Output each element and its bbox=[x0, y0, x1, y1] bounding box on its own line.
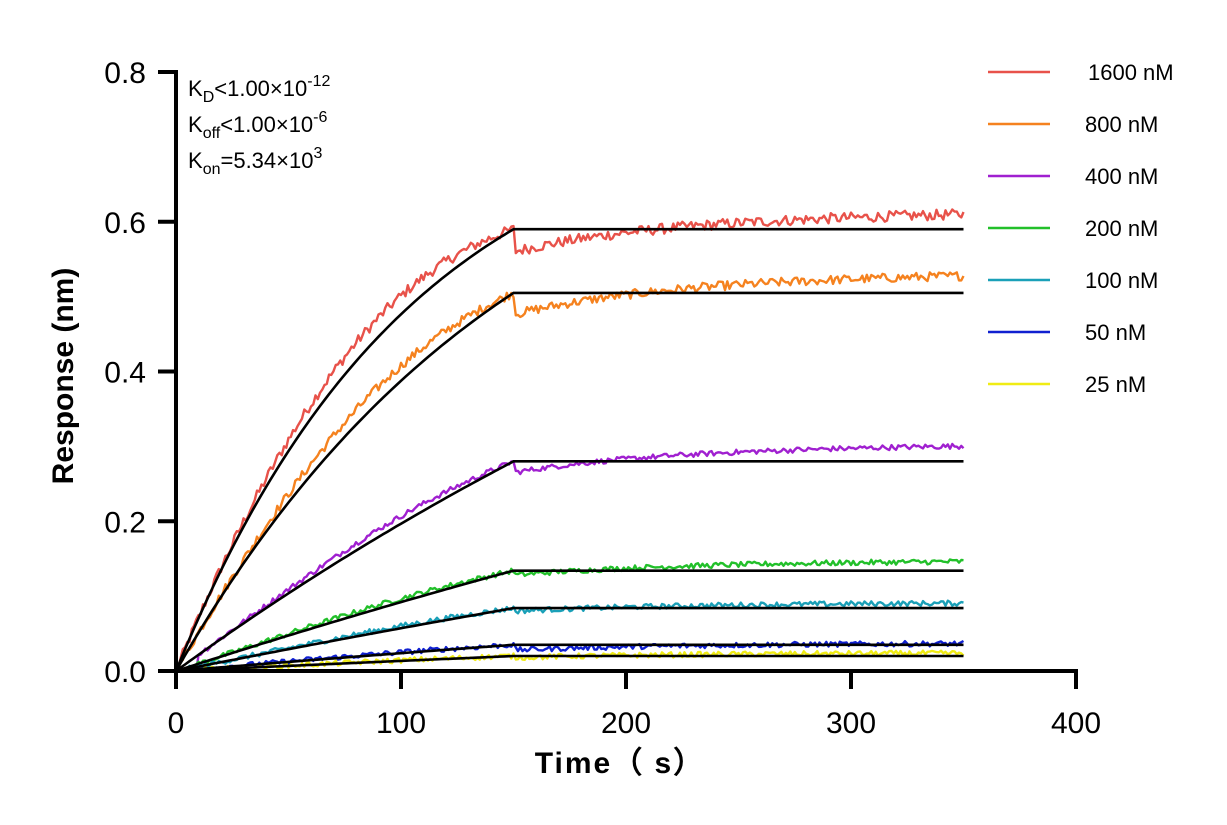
x-axis-title: Time（ s） bbox=[535, 746, 706, 780]
fit-line-2 bbox=[175, 460, 964, 673]
kd-annotation: KD<1.00×10-12 bbox=[188, 73, 330, 106]
legend-label-2: 400 nM bbox=[1085, 164, 1158, 189]
legend-label-3: 200 nM bbox=[1085, 216, 1158, 241]
y-tick-label-1: 0.2 bbox=[104, 506, 146, 539]
y-tick-label-3: 0.6 bbox=[104, 207, 146, 240]
legend-label-1: 800 nM bbox=[1085, 112, 1158, 137]
fit-lines-layer bbox=[174, 227, 964, 673]
legend: 1600 nM 800 nM 400 nM 200 nM 100 nM 50 nM 25 n… bbox=[988, 60, 1174, 397]
x-tick-label-4: 400 bbox=[1051, 707, 1101, 740]
series-line-5 bbox=[175, 639, 965, 673]
series-line-3 bbox=[176, 558, 964, 673]
x-tick-label-2: 200 bbox=[601, 707, 651, 740]
fit-line-1 bbox=[174, 291, 964, 672]
fit-line-5 bbox=[175, 643, 964, 673]
y-tick-label-0: 0.0 bbox=[104, 656, 146, 689]
fit-line-0 bbox=[174, 227, 964, 672]
y-tick-label-2: 0.4 bbox=[104, 357, 146, 390]
series-line-0 bbox=[175, 208, 965, 671]
y-axis-title: Response (nm) bbox=[47, 268, 80, 485]
koff-annotation: Koff<1.00×10-6 bbox=[188, 109, 328, 142]
legend-label-0: 1600 nM bbox=[1088, 60, 1174, 85]
fit-line-4 bbox=[175, 606, 964, 673]
x-tick-label-1: 100 bbox=[376, 707, 426, 740]
fit-line-6 bbox=[175, 654, 964, 673]
ticks-layer: 0 100 200 300 400 0.0 0.2 0.4 0.6 0.8 bbox=[104, 57, 1101, 740]
x-tick-label-3: 300 bbox=[826, 707, 876, 740]
legend-label-6: 25 nM bbox=[1085, 372, 1146, 397]
kinetic-constants: KD<1.00×10-12 Koff<1.00×10-6 Kon=5.34×10… bbox=[188, 73, 330, 178]
kon-annotation: Kon=5.34×103 bbox=[188, 145, 322, 178]
legend-label-5: 50 nM bbox=[1085, 320, 1146, 345]
legend-label-4: 100 nM bbox=[1085, 268, 1158, 293]
series-line-1 bbox=[176, 271, 965, 673]
y-tick-label-4: 0.8 bbox=[104, 57, 146, 90]
x-tick-label-0: 0 bbox=[168, 707, 185, 740]
fit-line-3 bbox=[175, 569, 964, 673]
curves-layer bbox=[175, 208, 965, 673]
series-line-2 bbox=[176, 442, 965, 673]
